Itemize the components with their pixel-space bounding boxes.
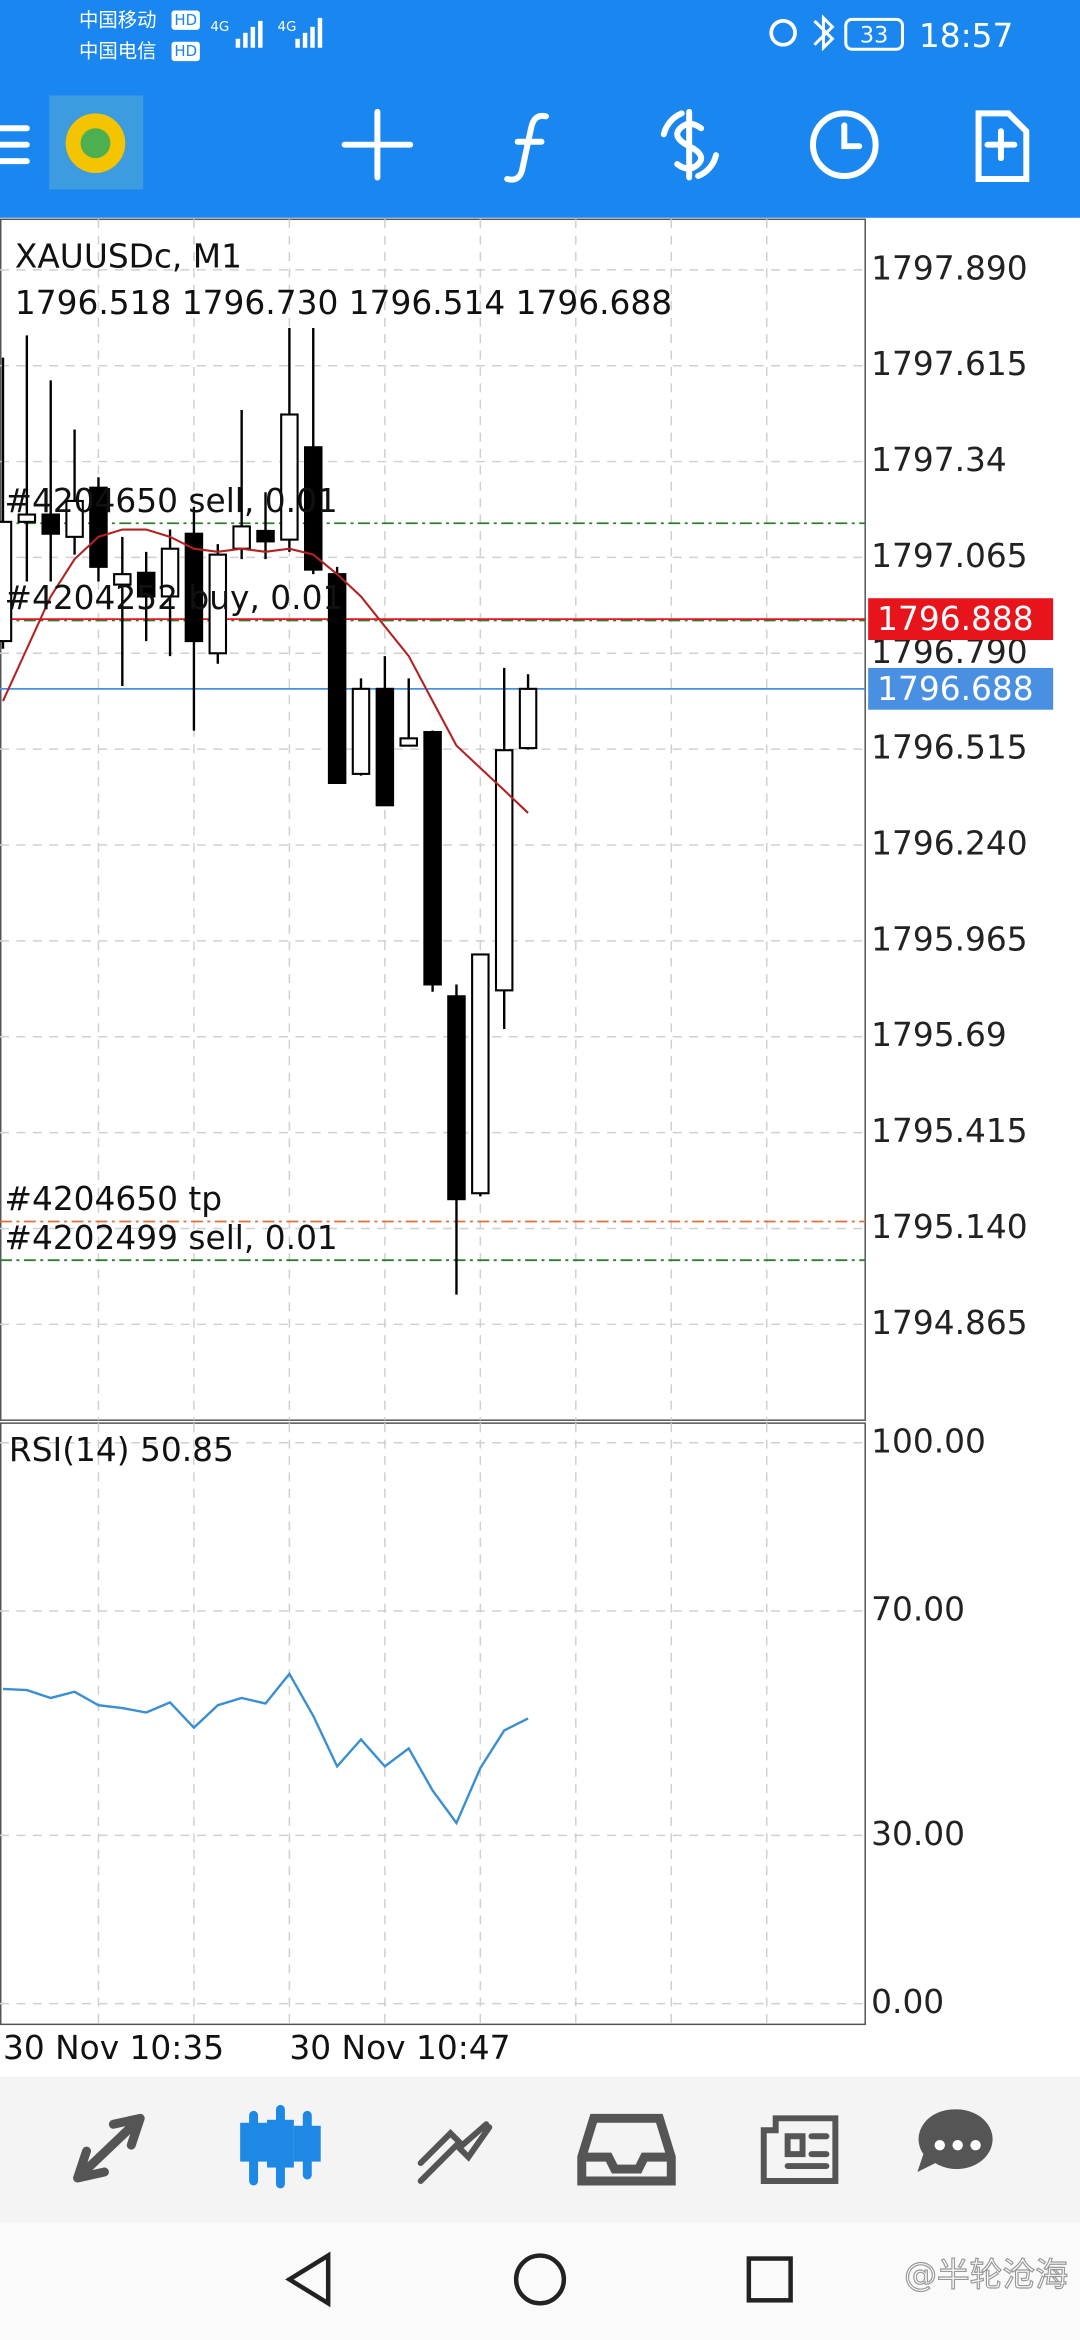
rsi-line: [2, 1671, 529, 1826]
battery-level: 33: [860, 22, 888, 48]
y-tick-label: 1796.240: [871, 825, 1027, 863]
y-tick-label: 30.00: [871, 1815, 965, 1853]
bottom-nav: [0, 2076, 1080, 2223]
chat-tab[interactable]: [917, 2109, 993, 2173]
y-tick-label: 1794.865: [871, 1304, 1027, 1342]
hd-badge: [171, 41, 200, 62]
carrier: 中国电信: [79, 40, 157, 63]
price-label: 1796.888: [877, 600, 1033, 638]
y-tick-label: 1795.140: [871, 1208, 1027, 1246]
time-grid: [97, 219, 768, 2025]
candle-body: [351, 687, 371, 775]
crosshair-button[interactable]: [341, 108, 414, 181]
order-label: #4204252 buy, 0.01: [4, 579, 343, 617]
bluetooth-icon: [813, 14, 835, 52]
x-tick-label: 30 Nov 10:35: [3, 2029, 224, 2067]
recent-button[interactable]: [746, 2256, 793, 2303]
logo-mark: [80, 128, 111, 159]
menu-button[interactable]: [0, 125, 30, 165]
chart-tab[interactable]: [240, 2104, 321, 2189]
trade-button[interactable]: [660, 108, 720, 181]
x-tick-label: 30 Nov 10:47: [289, 2029, 510, 2067]
price-label-box: [868, 667, 1054, 710]
history-tab[interactable]: [577, 2113, 676, 2186]
y-tick-label: 1797.615: [871, 345, 1027, 383]
candle-body: [256, 529, 275, 543]
indicators-button[interactable]: [504, 112, 549, 183]
carrier: 中国移动: [79, 8, 157, 31]
order-label: #4204650 tp: [4, 1180, 222, 1218]
battery-icon: [844, 17, 904, 51]
new-order-button[interactable]: [975, 110, 1030, 182]
candle-body: [113, 573, 132, 586]
app-header: [0, 0, 1080, 218]
candle-body: [518, 687, 538, 750]
candle-body: [375, 687, 395, 807]
signal: [235, 17, 323, 48]
back-button[interactable]: [285, 2251, 331, 2308]
news-tab[interactable]: [760, 2115, 839, 2184]
hd-badge: [171, 10, 200, 30]
chart-title: XAUUSDc, M1: [15, 238, 242, 276]
candle-body: [65, 499, 84, 538]
system-nav: [0, 2222, 1080, 2340]
rsi-title: RSI(14) 50.85: [9, 1431, 234, 1469]
y-tick-label: 1795.965: [871, 920, 1027, 958]
candle-body: [399, 737, 418, 747]
watermark: @半轮沧海: [904, 2256, 1068, 2294]
timeframe-button[interactable]: [810, 110, 879, 180]
order-label: #4202499 sell, 0.01: [4, 1219, 337, 1257]
y-tick-label: 1797.065: [871, 537, 1027, 575]
price-label: 1796.688: [877, 670, 1033, 708]
candle-body: [184, 532, 204, 643]
y-tick-label: 100.00: [871, 1422, 986, 1460]
status-bar: 中国移动 中国电信 HD HD 4G 4G 33 18:57: [79, 8, 1013, 62]
clock: 18:57: [919, 17, 1014, 55]
candle-body: [160, 547, 180, 598]
bottom-nav-icons: [73, 2104, 993, 2189]
hd: HD: [174, 11, 197, 29]
y-tick-label: 1795.69: [871, 1016, 1007, 1054]
y-tick-label: 1796.515: [871, 729, 1027, 767]
y-tick-label: 1795.415: [871, 1112, 1027, 1150]
price-label-box: [868, 598, 1054, 641]
candle-body: [17, 513, 37, 523]
candle-body: [0, 520, 13, 643]
order-label: #4204650 sell, 0.01: [4, 482, 337, 520]
alarm-icon: [769, 19, 797, 47]
system-nav-buttons: [285, 2251, 793, 2308]
y-tick-label: 0.00: [871, 1983, 944, 2021]
candle-body: [208, 553, 228, 655]
candle-body: [41, 513, 60, 535]
candle-body: [494, 749, 514, 992]
candle-body: [471, 953, 490, 1195]
candle-body: [232, 525, 251, 550]
ohlc-readout: 1796.518 1796.730 1796.514 1796.688: [15, 284, 672, 322]
candle-body: [136, 571, 156, 598]
quotes-tab[interactable]: [73, 2113, 145, 2183]
y-tick-label: 70.00: [871, 1591, 965, 1629]
plot-layer: 1797.8901797.6151797.341797.0651796.7901…: [0, 249, 1054, 2067]
candle-body: [423, 731, 442, 986]
network: 4G: [277, 20, 296, 35]
y-tick-label: 1797.34: [871, 441, 1007, 479]
candle-body: [447, 995, 466, 1201]
moving-average: [2, 528, 529, 814]
candle-body: [89, 486, 108, 568]
candle-body: [304, 446, 323, 571]
network: 4G: [210, 20, 229, 35]
y-tick-label: 1797.890: [871, 249, 1027, 287]
rsi-panel: [0, 1422, 866, 2026]
home-button[interactable]: [513, 2253, 567, 2306]
trade-tab[interactable]: [417, 2121, 493, 2184]
toolbar: [0, 95, 1030, 190]
candle-body: [280, 413, 299, 541]
hd: HD: [174, 42, 197, 60]
